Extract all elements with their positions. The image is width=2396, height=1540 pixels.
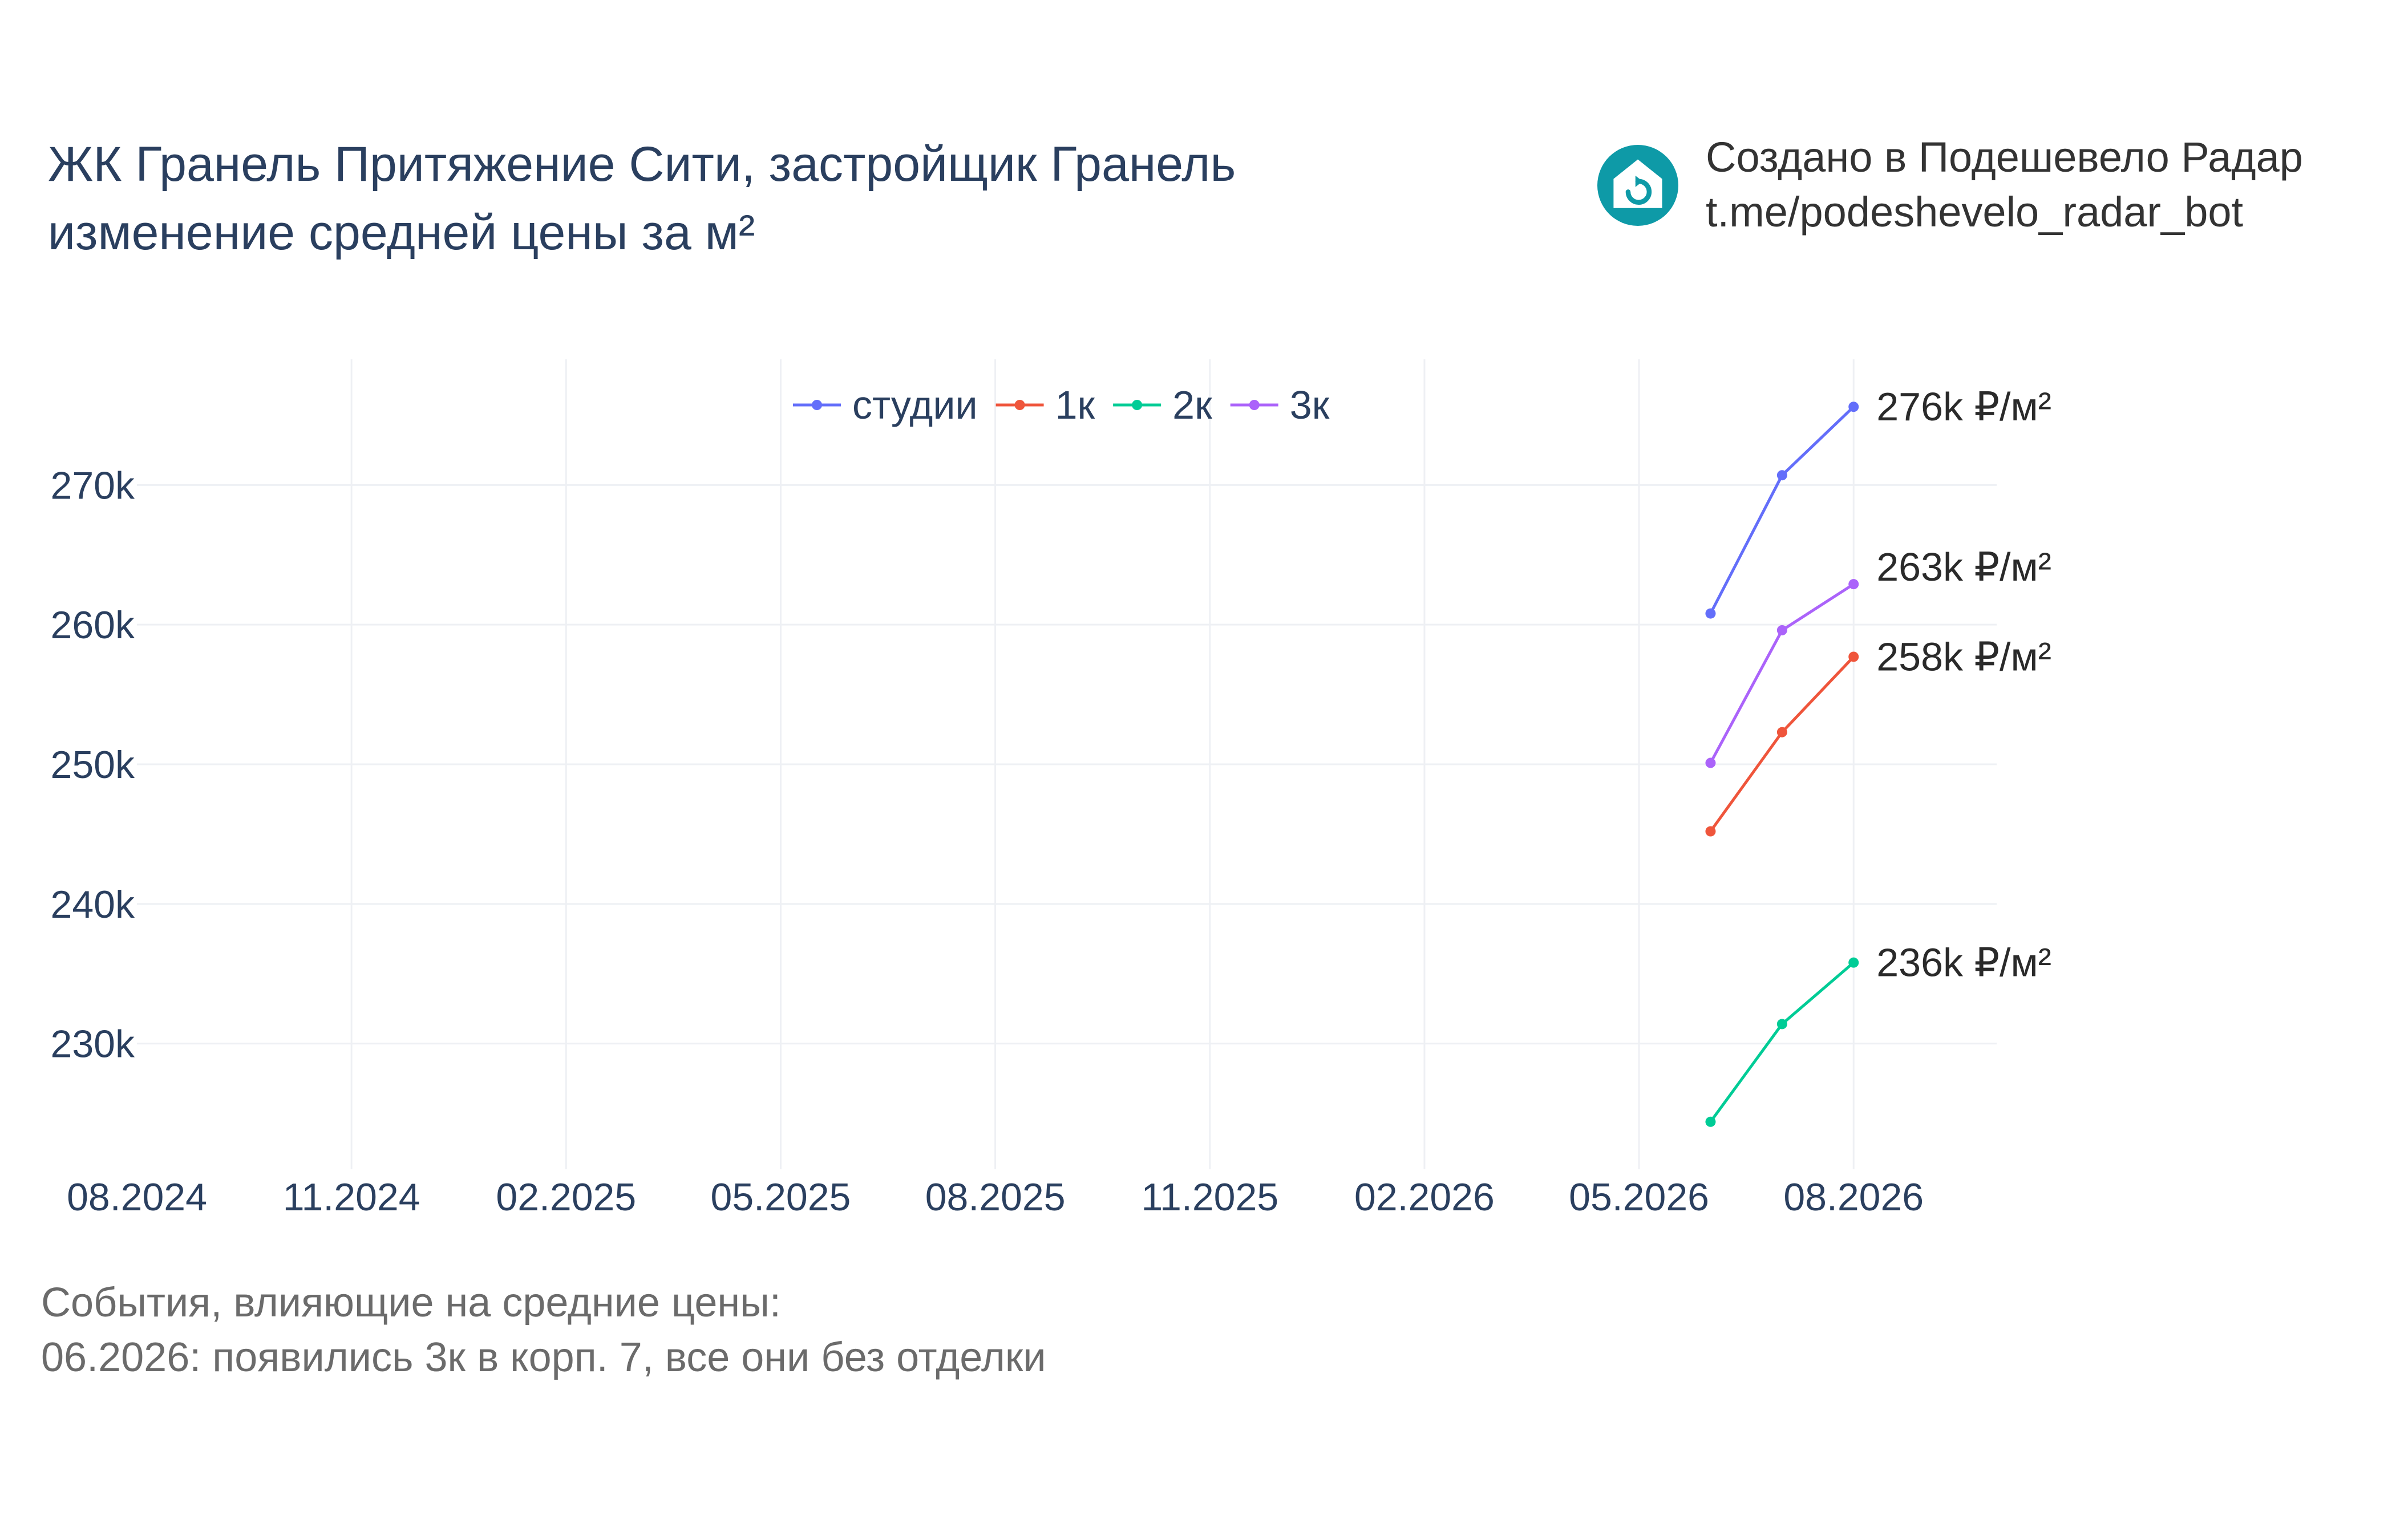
end-value-label: 236k ₽/м² <box>1876 941 2051 985</box>
series-line <box>1709 655 1855 832</box>
x-tick-label: 02.2025 <box>496 1176 636 1219</box>
data-point <box>1776 1019 1787 1030</box>
chart-title: ЖК Гранель Притяжение Сити, застройщик Г… <box>48 130 1236 267</box>
end-value-label: 263k ₽/м² <box>1876 545 2051 589</box>
x-tick-label: 08.2026 <box>1783 1176 1924 1219</box>
chart-title-line-1: ЖК Гранель Притяжение Сити, застройщик Г… <box>48 137 1236 192</box>
events-note-heading: События, влияющие на средние цены: <box>41 1280 781 1326</box>
series-lines <box>1705 402 1859 1127</box>
series-line <box>1709 406 1855 614</box>
legend-swatch-marker <box>1132 400 1143 410</box>
legend-label: 2к <box>1172 383 1212 427</box>
events-note: События, влияющие на средние цены: 06.20… <box>41 1275 1046 1385</box>
brand-link[interactable]: t.me/podeshevelo_radar_bot <box>1706 188 2244 236</box>
data-point <box>1848 402 1859 412</box>
legend: студии 1к 2к 3к <box>793 383 1330 427</box>
data-point <box>1705 757 1716 768</box>
data-point <box>1776 470 1787 481</box>
y-tick-label: 230k <box>51 1023 135 1066</box>
x-tick-label: 08.2024 <box>67 1176 207 1219</box>
data-point <box>1848 957 1859 968</box>
end-value-label: 276k ₽/м² <box>1876 384 2051 429</box>
x-tick-label: 11.2024 <box>283 1176 420 1219</box>
brand-name: Создано в Подешевело Радар <box>1706 133 2303 181</box>
data-point <box>1705 608 1716 619</box>
end-value-labels: 276k ₽/м² 258k ₽/м² 236k ₽/м² 263k ₽/м² <box>1876 384 2051 984</box>
data-point <box>1705 1116 1716 1127</box>
y-tick-label: 270k <box>51 464 135 507</box>
grid-lines <box>137 359 1997 1169</box>
x-tick-label: 02.2026 <box>1354 1176 1495 1219</box>
x-tick-label: 11.2025 <box>1141 1176 1278 1219</box>
data-point <box>1848 579 1859 590</box>
series-line <box>1709 961 1855 1123</box>
legend-label: 3к <box>1290 383 1330 427</box>
x-tick-label: 05.2025 <box>711 1176 851 1219</box>
brand-logo-arrow <box>1625 179 1652 205</box>
legend-swatch-marker <box>1249 400 1260 410</box>
data-point <box>1848 651 1859 662</box>
data-point <box>1776 625 1787 635</box>
legend-swatch-marker <box>812 400 822 410</box>
brand-logo-arrowhead <box>1635 175 1643 187</box>
end-value-label: 258k ₽/м² <box>1876 634 2051 679</box>
legend-label: 1к <box>1055 383 1095 427</box>
data-point <box>1705 826 1716 837</box>
data-point <box>1776 727 1787 737</box>
house-refresh-icon <box>1597 145 1678 226</box>
y-tick-label: 260k <box>51 603 135 647</box>
legend-swatch-marker <box>1014 400 1025 410</box>
y-tick-label: 250k <box>51 743 135 787</box>
events-note-item: 06.2026: появились 3к в корп. 7, все они… <box>41 1335 1046 1380</box>
y-tick-label: 240k <box>51 883 135 926</box>
legend-label: студии <box>852 383 978 427</box>
chart-title-line-2: изменение средней цены за м² <box>48 205 755 260</box>
x-tick-label: 05.2026 <box>1569 1176 1709 1219</box>
x-tick-label: 08.2025 <box>925 1176 1066 1219</box>
axis-tick-labels: 08.2024 11.2024 02.2025 05.2025 08.2025 11.20… <box>51 464 1924 1219</box>
